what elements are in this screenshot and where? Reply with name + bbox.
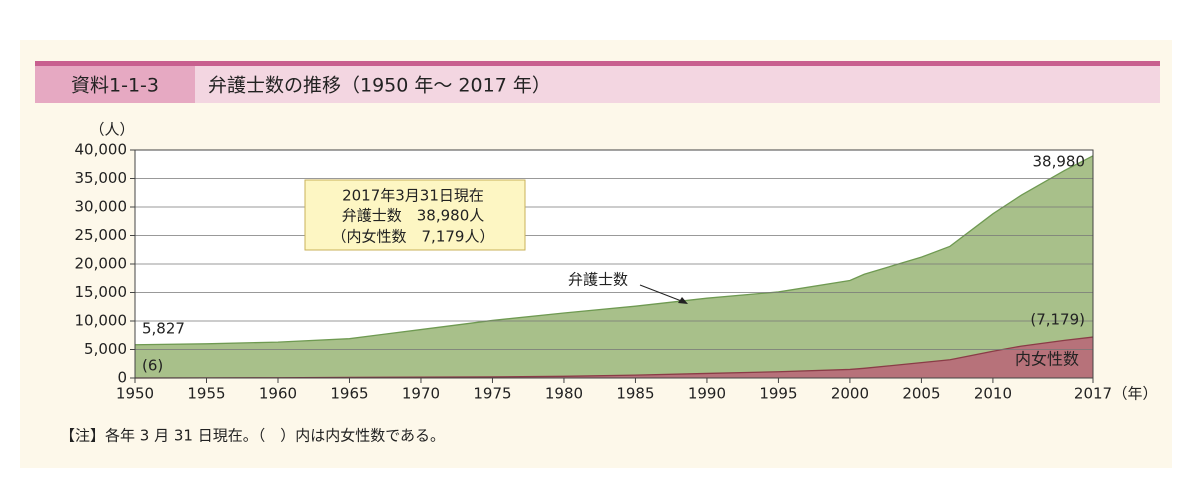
x-tick-label: 1955: [187, 385, 225, 403]
x-tick-label: 2010: [974, 385, 1012, 403]
x-unit: （年）: [1112, 385, 1157, 403]
x-tick-label: 1960: [259, 385, 297, 403]
x-tick-label: 1965: [330, 385, 368, 403]
annotation-line: 2017年3月31日現在: [342, 187, 484, 205]
header-label: 資料1-1-3: [71, 75, 159, 97]
y-unit: （人）: [89, 121, 134, 139]
y-tick-label: 25,000: [75, 226, 128, 244]
x-tick-label: 1980: [545, 385, 583, 403]
overlay: 2017年3月31日現在 弁護士数 38,980人 （内女性数 7,179人） …: [142, 152, 1085, 374]
y-tick-label: 10,000: [75, 312, 128, 330]
y-tick-label: 5,000: [84, 340, 127, 358]
x-tick-label: 1990: [688, 385, 726, 403]
y-tick-label: 0: [117, 369, 127, 387]
note: 【注】各年 3 月 31 日現在。（ ）内は内女性数である。: [60, 427, 445, 445]
x-tick-label: 2017: [1074, 385, 1112, 403]
header-label-box: [35, 66, 195, 103]
y-tick-label: 35,000: [75, 169, 128, 187]
value-label: (7,179): [1030, 311, 1085, 329]
x-tick-label: 1950: [116, 385, 154, 403]
area-edge: [134, 336, 1094, 379]
x-tick-label: 1985: [616, 385, 654, 403]
value-label: (6): [142, 356, 163, 374]
y-tick-label: 20,000: [75, 255, 128, 273]
annotation-line: 弁護士数 38,980人: [342, 207, 485, 225]
x-tick-label: 1970: [402, 385, 440, 403]
header-title: 弁護士数の推移（1950 年〜 2017 年）: [208, 75, 551, 97]
value-label: 5,827: [142, 319, 185, 337]
header-stripe: [35, 61, 1160, 66]
area: [135, 155, 1093, 378]
arrow-head: [678, 297, 688, 304]
value-label: 38,980: [1033, 152, 1086, 170]
x-tick-label: 2000: [831, 385, 869, 403]
plot: 0 5,000 10,000 15,000 20,000 25,000 30,000 35,0…: [75, 141, 1113, 403]
series-label: 弁護士数: [568, 271, 628, 289]
annotation-box: [304, 179, 526, 251]
area: [135, 337, 1093, 378]
label-arrow: [639, 284, 685, 303]
x-tick-label: 1995: [759, 385, 797, 403]
y-tick-label: 15,000: [75, 283, 128, 301]
area-edge: [134, 155, 1094, 346]
series-label: 内女性数: [1015, 350, 1079, 369]
annotation-line: （内女性数 7,179人）: [332, 228, 495, 246]
y-tick-label: 40,000: [75, 141, 128, 159]
x-tick-label: 2005: [902, 385, 940, 403]
header-bar: [35, 66, 1160, 103]
y-tick-label: 30,000: [75, 198, 128, 216]
x-tick-label: 1975: [473, 385, 511, 403]
